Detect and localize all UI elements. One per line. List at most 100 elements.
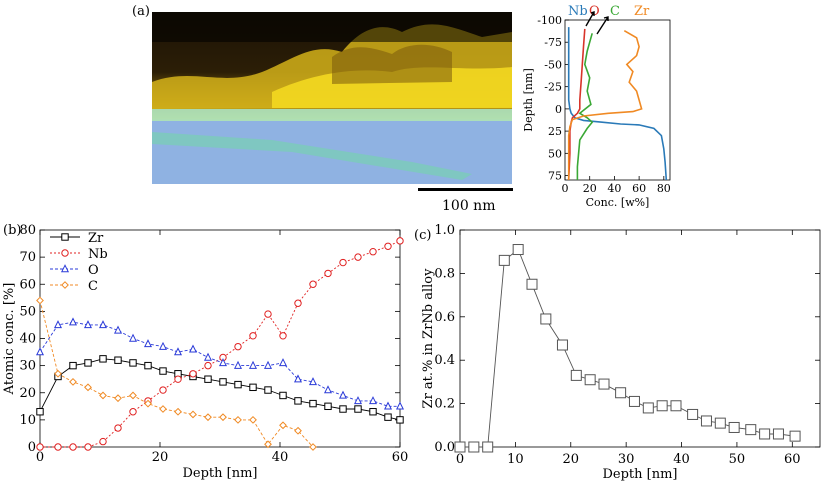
data-point-o bbox=[383, 401, 393, 410]
x-tick-label: 80 bbox=[657, 182, 671, 195]
x-tick-label: 50 bbox=[729, 452, 746, 467]
y-tick-label: 0.4 bbox=[434, 353, 455, 368]
data-point bbox=[468, 441, 480, 453]
data-point-c bbox=[264, 440, 272, 449]
legend-label-c: C bbox=[610, 4, 620, 19]
data-point-zr bbox=[264, 386, 272, 394]
y-tick-label: 50 bbox=[548, 147, 562, 160]
data-point bbox=[670, 400, 682, 412]
y-tick-label: 50 bbox=[19, 304, 36, 319]
x-tick-label: 20 bbox=[562, 452, 579, 467]
data-point-nb bbox=[99, 437, 107, 446]
y-axis-label: Zr at.% in ZrNb alloy bbox=[421, 268, 436, 409]
x-tick-label: 40 bbox=[673, 452, 690, 467]
y-tick-label: 0 bbox=[28, 440, 36, 455]
data-point-c bbox=[294, 426, 302, 435]
data-point-o bbox=[353, 396, 363, 405]
data-point-o bbox=[203, 352, 213, 361]
series-markers-c bbox=[36, 296, 317, 451]
data-point-zr bbox=[114, 356, 122, 364]
data-point-c bbox=[189, 410, 197, 419]
data-point-o bbox=[128, 333, 138, 342]
y-tick-label: 40 bbox=[19, 332, 36, 347]
y-tick-label: 10 bbox=[19, 413, 36, 428]
x-tick-label: 20 bbox=[152, 450, 169, 465]
x-axis-label: Depth [nm] bbox=[602, 467, 677, 482]
panel-label-a: (a) bbox=[132, 4, 150, 19]
data-point-nb bbox=[354, 253, 362, 261]
data-point-o bbox=[395, 401, 405, 410]
x-axis-label: Conc. [w%] bbox=[586, 196, 650, 209]
data-point bbox=[454, 441, 466, 453]
data-point-nb bbox=[36, 443, 44, 451]
data-point-zr bbox=[396, 416, 404, 424]
zr-fraction-chart: (c) 0 10 20 30 40 50 60 0.0 0.2 0.4 0.6 0.8 1.0 Depth … bbox=[415, 223, 821, 482]
series-markers-o bbox=[35, 317, 405, 410]
y-tick-label: 0.8 bbox=[434, 266, 455, 281]
data-point bbox=[728, 421, 740, 433]
scale-bar-label: 100 nm bbox=[442, 198, 496, 214]
data-point-c bbox=[279, 421, 287, 430]
series-line-zr bbox=[567, 30, 643, 180]
legend-label-c: C bbox=[88, 279, 98, 294]
data-point-zr bbox=[129, 359, 137, 367]
data-point bbox=[498, 254, 510, 266]
y-axis-label: Atomic conc. [%] bbox=[2, 283, 17, 396]
scale-bar bbox=[418, 188, 513, 191]
data-point-nb bbox=[324, 269, 332, 278]
data-point-zr bbox=[294, 397, 302, 405]
series-line-o bbox=[567, 28, 586, 181]
legend-label-nb: Nb bbox=[88, 247, 108, 262]
data-point bbox=[570, 369, 582, 381]
y-tick-label: 20 bbox=[19, 386, 36, 401]
data-point-zr bbox=[279, 391, 287, 400]
data-point-c bbox=[144, 399, 152, 408]
data-point-c bbox=[84, 383, 92, 392]
y-tick-label: 70 bbox=[19, 250, 36, 265]
data-point-zr bbox=[36, 408, 44, 416]
data-point bbox=[526, 278, 538, 290]
arrow-c bbox=[596, 16, 609, 35]
data-point-nb bbox=[159, 386, 167, 394]
data-point-o bbox=[158, 341, 168, 350]
legend-marker-nb bbox=[61, 249, 69, 257]
x-tick-label: 40 bbox=[607, 182, 621, 195]
x-axis-label: Depth [nm] bbox=[182, 466, 257, 481]
data-point-c bbox=[54, 369, 62, 378]
y-tick-label: 30 bbox=[19, 359, 36, 374]
data-point-o bbox=[98, 320, 108, 329]
data-point-o bbox=[35, 347, 45, 356]
x-tick-label: 0 bbox=[562, 182, 569, 195]
panel-label-b: (b) bbox=[3, 223, 21, 238]
data-point-o bbox=[53, 320, 63, 329]
data-point bbox=[628, 395, 640, 407]
data-point-zr bbox=[309, 399, 317, 408]
arrow-o bbox=[585, 11, 595, 27]
data-point-nb bbox=[234, 342, 242, 351]
data-point-c bbox=[99, 391, 107, 400]
y-tick-label: 0 bbox=[555, 103, 562, 116]
legend-marker-zr bbox=[61, 233, 69, 241]
data-point bbox=[714, 417, 726, 429]
series-line bbox=[460, 248, 796, 448]
panel-label-c: (c) bbox=[415, 228, 431, 243]
data-point bbox=[759, 428, 771, 440]
atomic-concentration-chart: (b) 0 20 40 60 0 10 20 30 40 50 60 70 80 Depth [nm] Ato… bbox=[2, 223, 408, 481]
data-point bbox=[772, 428, 784, 440]
x-tick-label: 0 bbox=[456, 452, 464, 467]
data-point-zr bbox=[144, 361, 152, 370]
data-point-c bbox=[204, 413, 212, 422]
legend-label-zr: Zr bbox=[634, 4, 650, 19]
data-point-zr bbox=[339, 405, 347, 413]
data-point-c bbox=[114, 394, 122, 403]
y-tick-label: 0.2 bbox=[434, 397, 455, 412]
data-point-c bbox=[234, 415, 242, 424]
x-tick-label: 60 bbox=[784, 452, 801, 467]
data-point-nb bbox=[54, 443, 62, 451]
data-point-nb bbox=[309, 280, 317, 288]
series-line-nb bbox=[567, 27, 668, 181]
data-point-nb bbox=[396, 237, 404, 245]
y-tick-label: 60 bbox=[19, 277, 36, 292]
y-tick-label: -25 bbox=[544, 81, 562, 94]
data-point-zr bbox=[234, 380, 242, 389]
